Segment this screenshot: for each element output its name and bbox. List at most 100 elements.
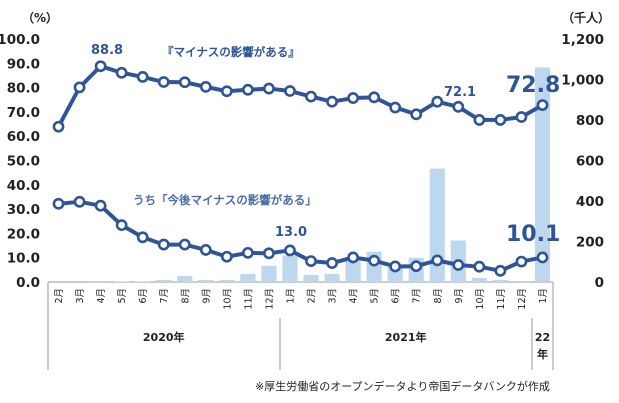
bar-9: [240, 273, 256, 282]
point-s0-0: [52, 120, 65, 133]
bar-11: [282, 255, 298, 282]
category-label: 3月: [328, 288, 339, 304]
point-s1-2: [94, 199, 107, 212]
bar-series: [93, 67, 551, 282]
year-label: 2020年: [143, 330, 185, 344]
category-label: 6月: [391, 288, 402, 304]
point-s1-22: [515, 255, 528, 268]
line-series: [52, 60, 549, 277]
point-s1-6: [178, 238, 191, 251]
right-tick-label: 1,200: [561, 32, 604, 48]
point-s1-15: [368, 254, 381, 267]
annotation-88-8: 88.8: [91, 43, 123, 58]
point-s1-16: [389, 260, 402, 273]
category-label: 4月: [349, 288, 360, 304]
point-s0-19: [452, 100, 465, 113]
point-s1-0: [52, 197, 65, 210]
point-s1-23: [536, 251, 549, 264]
bar-20: [471, 277, 487, 282]
year-labels: 2020年 2021年 22 年: [143, 330, 550, 361]
bar-21: [492, 279, 508, 282]
point-s0-6: [178, 76, 191, 89]
point-s0-9: [241, 83, 254, 96]
point-s0-5: [157, 76, 170, 88]
bar-4: [135, 281, 151, 282]
bar-5: [156, 279, 172, 282]
category-label: 9月: [454, 288, 465, 304]
point-s0-18: [431, 95, 444, 108]
series-label-negative-impact: 『マイナスの影響がある』: [162, 45, 300, 59]
point-s1-13: [326, 257, 338, 269]
point-s1-4: [136, 231, 149, 244]
point-s1-10: [263, 247, 275, 260]
category-label: 7月: [412, 288, 423, 304]
point-s1-18: [431, 254, 444, 267]
left-tick-label: 30.0: [7, 202, 40, 218]
category-label: 10月: [222, 288, 233, 310]
left-tick-label: 0.0: [16, 275, 40, 291]
category-ticks: 2月 3月 4月 5月 6月 7月 8月 9月 10月 11月 12月 1月 2月 3月 4月 5月 6月 7月 8…: [54, 288, 549, 310]
category-label: 2月: [54, 288, 65, 304]
left-tick-label: 20.0: [7, 226, 40, 242]
point-s1-14: [347, 251, 360, 264]
point-s0-16: [389, 101, 402, 114]
point-s1-19: [452, 259, 465, 271]
point-s0-12: [305, 90, 317, 103]
category-label: 12月: [517, 288, 528, 310]
category-label: 6月: [138, 288, 149, 304]
bar-10: [261, 265, 277, 282]
left-tick-label: 10.0: [7, 251, 40, 267]
point-s1-7: [199, 244, 212, 256]
point-s0-22: [515, 111, 528, 123]
point-s0-14: [347, 92, 360, 104]
left-tick-label: 100.0: [0, 32, 40, 48]
category-label: 10月: [475, 288, 486, 310]
point-s1-17: [410, 260, 423, 273]
left-tick-label: 50.0: [7, 154, 40, 170]
left-tick-label: 80.0: [7, 81, 40, 97]
category-label: 5月: [117, 288, 128, 304]
annotation-72-1: 72.1: [444, 85, 476, 100]
point-s0-10: [263, 82, 275, 95]
point-s0-1: [73, 81, 86, 94]
point-s0-20: [473, 114, 486, 126]
point-s1-1: [73, 195, 86, 208]
bar-14: [345, 259, 361, 282]
source-note: ※厚生労働省のオープンデータより帝国データバンクが作成: [255, 379, 550, 393]
point-s0-3: [115, 66, 128, 79]
bar-8: [219, 279, 235, 282]
bar-2: [93, 280, 109, 282]
right-tick-label: 0: [595, 275, 604, 291]
point-s1-11: [284, 244, 296, 257]
point-s1-3: [115, 219, 128, 232]
category-label: 5月: [370, 288, 381, 304]
category-label: 1月: [285, 288, 296, 304]
annotation-10-1: 10.1: [506, 222, 560, 247]
point-s1-8: [220, 250, 233, 263]
category-label: 11月: [243, 288, 254, 310]
point-s0-23: [536, 99, 549, 111]
point-s1-5: [157, 238, 170, 251]
point-s1-12: [305, 255, 317, 268]
point-s1-20: [473, 260, 486, 273]
point-s0-13: [326, 95, 338, 108]
right-tick-label: 800: [576, 113, 604, 129]
left-tick-label: 60.0: [7, 129, 40, 145]
category-label: 11月: [496, 288, 507, 310]
series-label-future-negative: うち「今後マイナスの影響がある」: [133, 193, 317, 207]
point-s0-2: [94, 60, 107, 73]
right-tick-label: 400: [576, 194, 604, 210]
left-tick-label: 70.0: [7, 105, 40, 121]
bar-7: [198, 279, 214, 282]
right-axis-unit: （千人）: [562, 10, 610, 25]
left-axis-ticks: 0.0 10.0 20.0 30.0 40.0 50.0 60.0 70.0 80.0 90.0 1…: [0, 32, 40, 291]
bar-13: [324, 273, 340, 282]
left-tick-label: 90.0: [7, 56, 40, 72]
bar-23: [534, 67, 551, 282]
annotation-72-8: 72.8: [506, 73, 560, 98]
year-label: 2021年: [385, 330, 427, 344]
category-label: 12月: [264, 288, 275, 310]
bar-12: [303, 274, 319, 282]
bar-18: [429, 168, 445, 282]
